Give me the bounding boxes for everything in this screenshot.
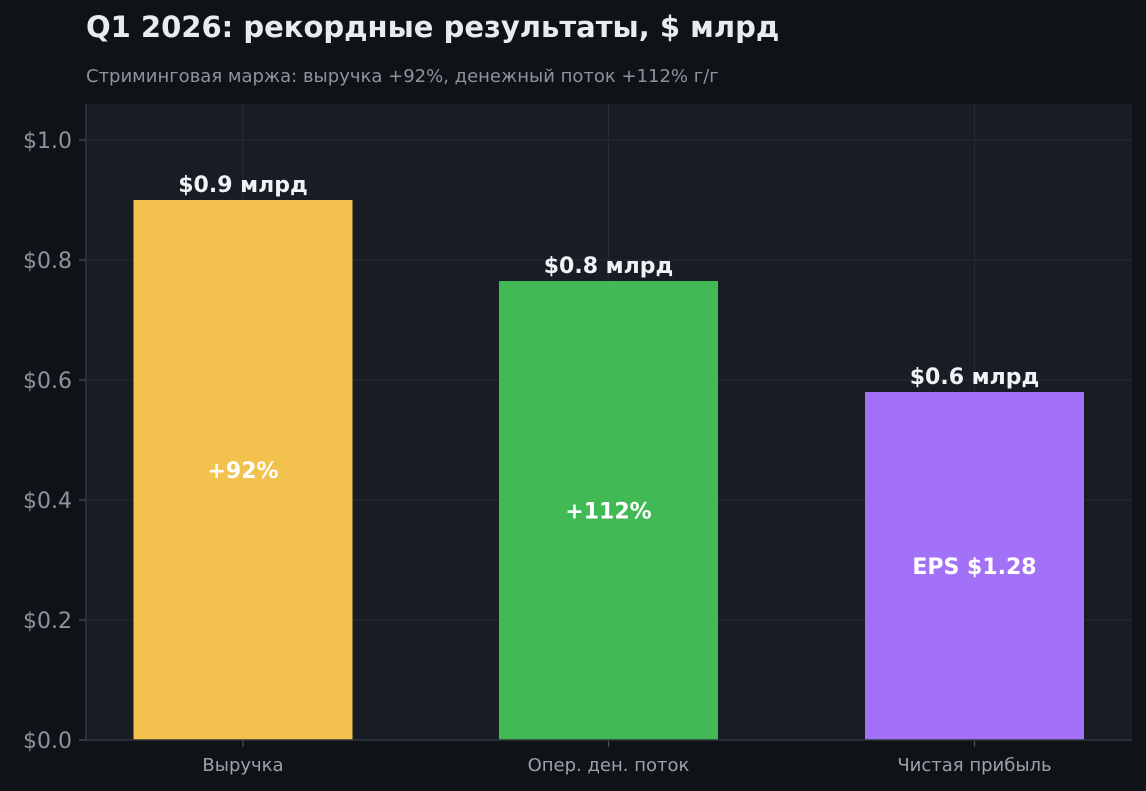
bars	[133, 200, 1084, 740]
x-tick-label: Чистая прибыль	[897, 755, 1051, 776]
axes: $0.0 $0.2 $0.4 $0.6 $0.8 $1.0 Выручка Опер. ден…	[23, 104, 1132, 776]
y-tick-label: $0.4	[23, 489, 72, 514]
bar	[865, 392, 1084, 740]
bar-value-label: $0.9 млрд	[178, 173, 308, 198]
bar-value-label: $0.6 млрд	[910, 365, 1040, 390]
x-tick-label: Опер. ден. поток	[528, 755, 690, 776]
bar-inner-label: +92%	[207, 459, 278, 484]
bar	[133, 200, 353, 740]
y-tick-label: $1.0	[23, 129, 72, 154]
y-tick-label: $0.6	[23, 369, 72, 394]
bar-value-label: $0.8 млрд	[544, 254, 674, 279]
bar	[499, 281, 718, 740]
y-tick-label: $0.2	[23, 609, 72, 634]
bar-inner-label: +112%	[565, 500, 651, 525]
chart-subtitle: Стриминговая маржа: выручка +92%, денежн…	[86, 66, 719, 87]
y-tick-label: $0.0	[23, 729, 72, 754]
y-tick-label: $0.8	[23, 249, 72, 274]
labels: $0.9 млрд +92% $0.8 млрд +112% $0.6 млрд EPS …	[178, 173, 1039, 580]
x-tick-label: Выручка	[202, 755, 283, 776]
chart-title: Q1 2026: рекордные результаты, $ млрд	[86, 10, 780, 44]
bar-inner-label: EPS $1.28	[912, 555, 1036, 580]
